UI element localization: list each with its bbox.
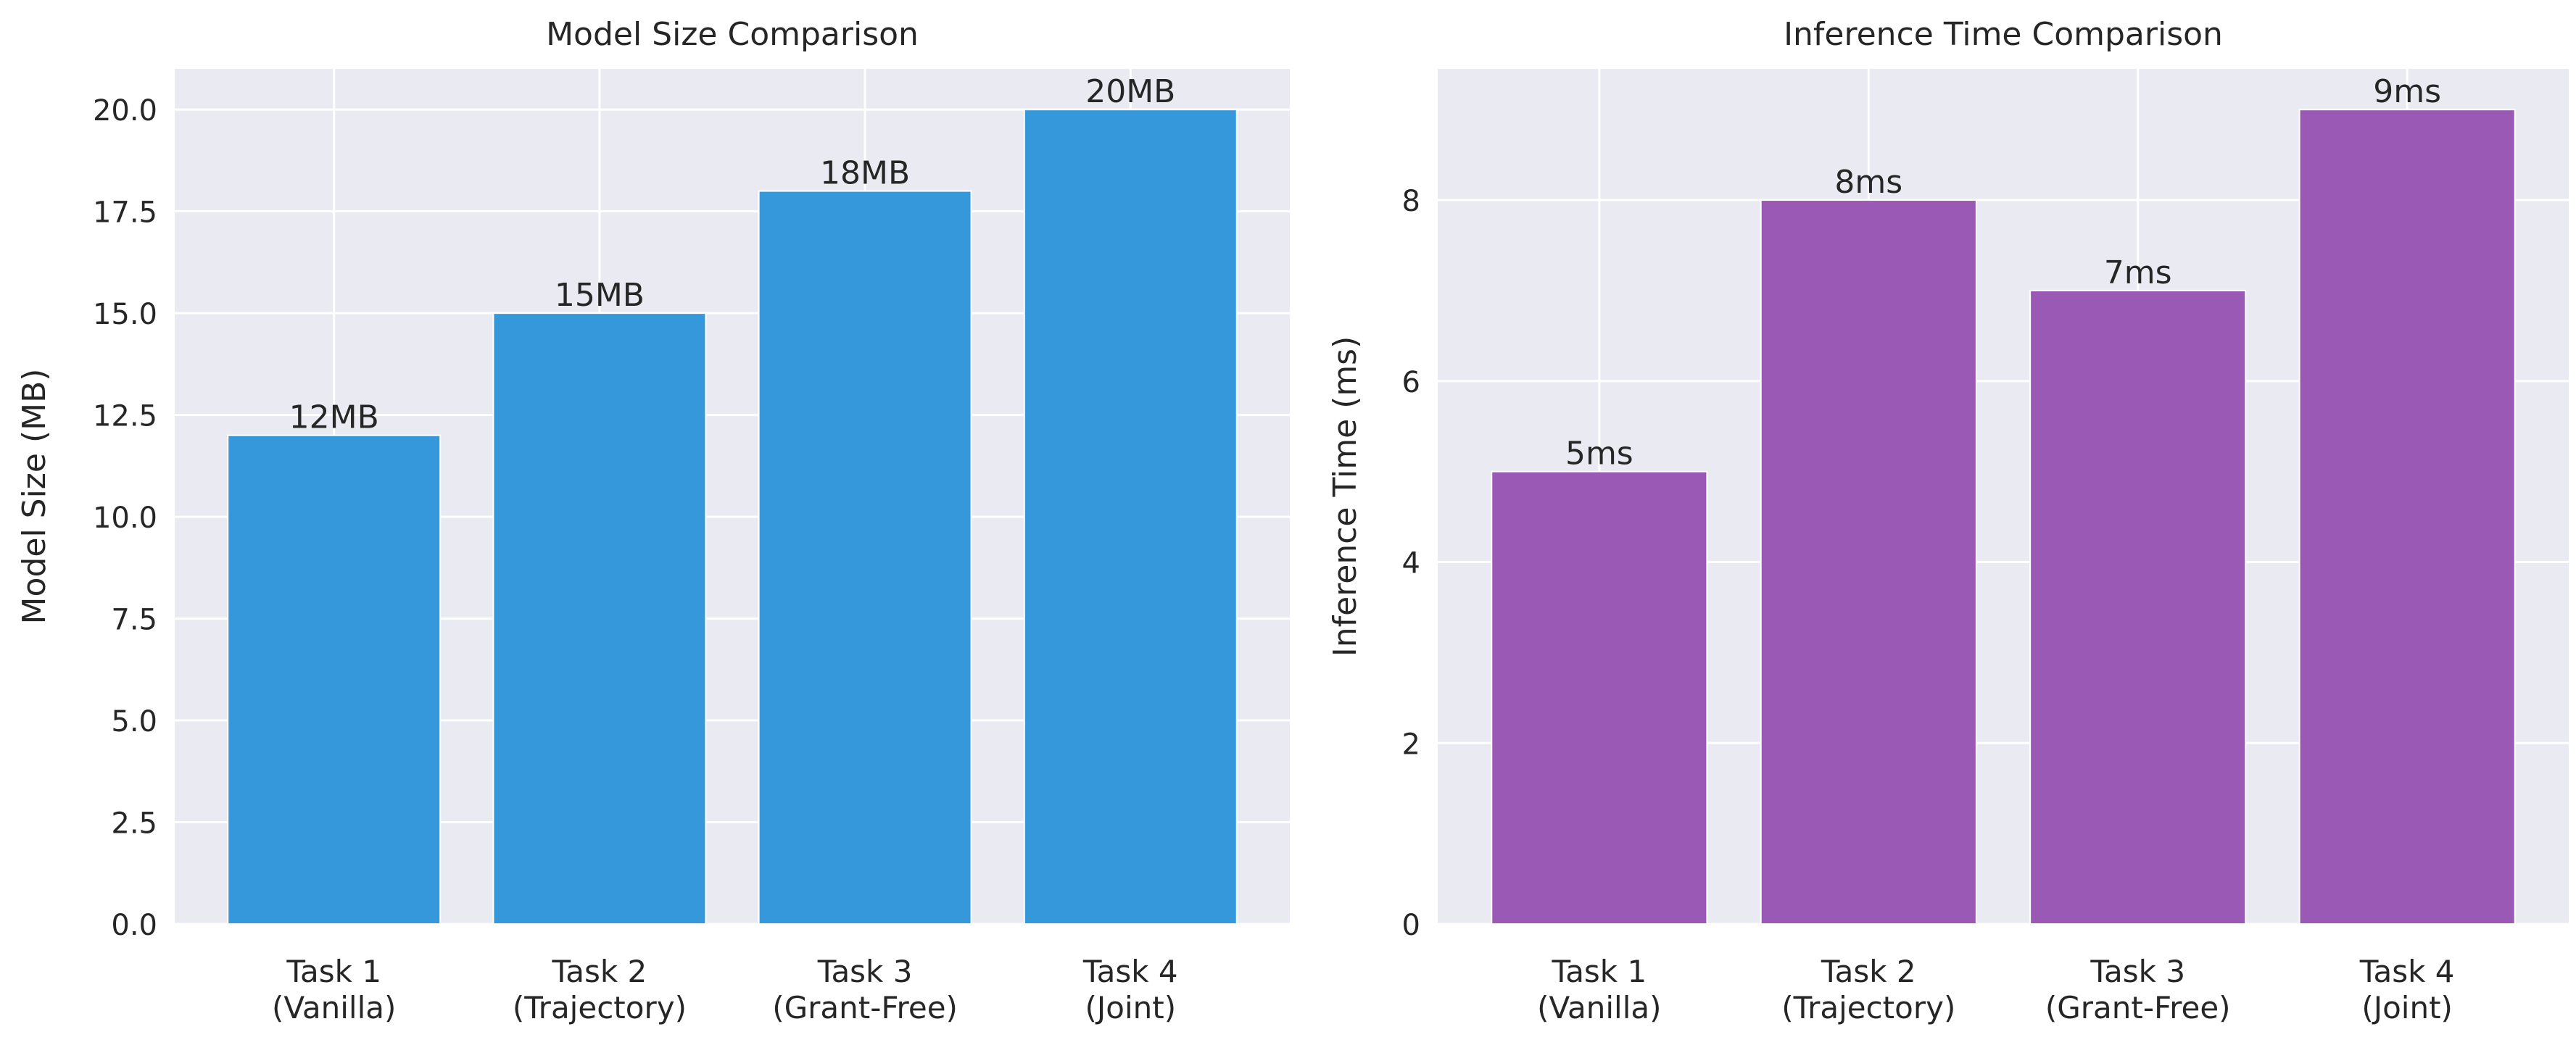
y-tick-labels: 0 2 4 6 8	[1402, 185, 1420, 942]
x-tick-labels: Task 1 (Vanilla) Task 2 (Trajectory) Task 3(…	[272, 954, 1178, 1025]
bar-value-label: 18MB	[820, 155, 910, 192]
y-tick-label: 15.0	[93, 298, 157, 331]
bar-value-label: 9ms	[2373, 73, 2441, 110]
bars	[1491, 109, 2516, 925]
y-tick-label: 7.5	[111, 604, 157, 637]
bar-value-label: 7ms	[2104, 254, 2172, 291]
bar	[492, 312, 707, 925]
y-tick-label: 6	[1402, 366, 1420, 399]
y-tick-label: 12.5	[93, 400, 157, 433]
y-tick-label: 0	[1402, 909, 1420, 942]
bars	[227, 109, 1238, 925]
x-tick-label: Task 3 (Grant-Free)	[772, 954, 958, 1025]
y-tick-label: 4	[1402, 547, 1420, 580]
y-tick-label: 2.5	[111, 807, 157, 841]
chart-title: Model Size Comparison	[546, 16, 919, 53]
y-tick-label: 20.0	[93, 94, 157, 128]
bar	[1023, 109, 1238, 925]
data-labels: 12MB 15MB 18MB 20MB	[289, 73, 1176, 436]
bar	[2029, 289, 2247, 925]
model-size-chart: 12MB 15MB 18MB 20MB 0.0 2.5 5.0 7.5 10.0 12.5 15.…	[16, 16, 1290, 1025]
bar-value-label: 5ms	[1565, 436, 1633, 473]
x-tick-label: Task 2 (Trajectory)	[513, 954, 687, 1025]
chart-title: Inference Time Comparison	[1784, 16, 2223, 53]
bar	[1491, 470, 1708, 925]
x-tick-label: Task 1 (Vanilla)	[1537, 954, 1661, 1025]
y-tick-labels: 0.0 2.5 5.0 7.5 10.0 12.5 15.0 17.5 20.0	[93, 94, 157, 942]
y-tick-label: 0.0	[111, 909, 157, 942]
bar-value-label: 20MB	[1085, 73, 1175, 110]
y-tick-label: 2	[1402, 728, 1420, 761]
bar	[758, 190, 972, 925]
x-tick-label: Task 4 (Joint)	[1082, 954, 1178, 1025]
y-axis-label: Inference Time (ms)	[1327, 336, 1364, 657]
inference-time-chart: 5ms 8ms 7ms 9ms 0 2 4 6 8 Task 1 (Vanilla) Task 2…	[1327, 16, 2569, 1025]
data-labels: 5ms 8ms 7ms 9ms	[1565, 73, 2441, 472]
y-tick-label: 17.5	[93, 196, 157, 230]
bar-value-label: 8ms	[1834, 164, 1902, 201]
x-tick-label: Task 4 (Joint)	[2359, 954, 2455, 1025]
x-tick-labels: Task 1 (Vanilla) Task 2 (Trajectory) Task 3(…	[1537, 954, 2454, 1025]
bar	[1760, 199, 1977, 925]
bar-value-label: 12MB	[289, 399, 379, 436]
y-axis-label: Model Size (MB)	[16, 369, 53, 625]
y-tick-label: 10.0	[93, 501, 157, 535]
bar-value-label: 15MB	[555, 277, 645, 314]
y-tick-label: 8	[1402, 185, 1420, 218]
bar	[2298, 109, 2516, 925]
x-tick-label: Task 3 (Grant-Free)	[2045, 954, 2231, 1025]
bar	[227, 434, 442, 925]
x-tick-label: Task 1 (Vanilla)	[272, 954, 396, 1025]
y-tick-label: 5.0	[111, 705, 157, 738]
x-tick-label: Task 2 (Trajectory)	[1781, 954, 1955, 1025]
